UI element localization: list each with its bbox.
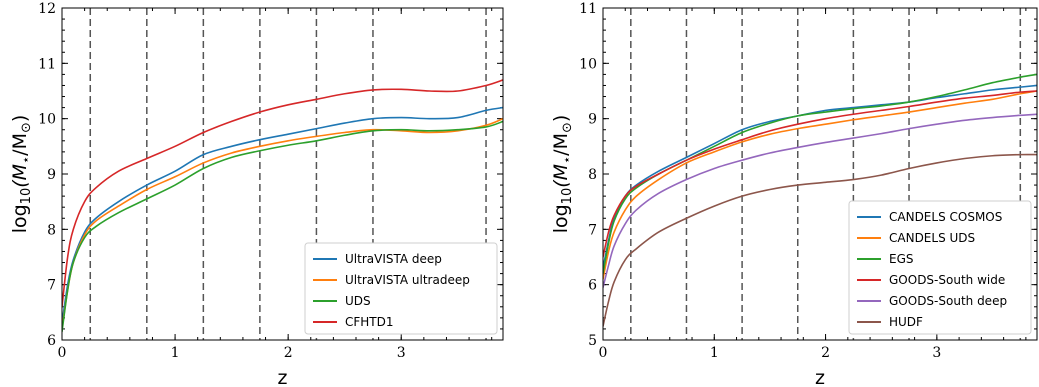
y-axis-label-part: ⋆: [560, 156, 575, 164]
y-tick-label: 7: [588, 222, 597, 238]
legend-label: GOODS-South deep: [889, 294, 1007, 308]
plot-frame: [602, 7, 1038, 341]
y-axis-label-part: ⊙: [19, 122, 34, 133]
x-tick-label: 3: [397, 345, 406, 361]
y-axis-label-part: 10: [19, 188, 34, 205]
y-tick-label: 10: [38, 112, 56, 128]
y-axis-label-part: 10: [560, 188, 575, 205]
y-tick-label: 11: [579, 1, 597, 17]
y-tick-label: 9: [588, 112, 597, 128]
legend-label: CANDELS UDS: [889, 231, 975, 245]
y-tick-label: 7: [47, 278, 56, 294]
x-tick-label: 2: [821, 345, 830, 361]
x-tick-label: 2: [284, 345, 293, 361]
series-line-goods-south-wide: [603, 90, 1037, 258]
y-axis-label-part: ): [550, 115, 572, 122]
x-tick-label: 3: [932, 345, 941, 361]
y-axis-label-part: ): [9, 115, 31, 122]
legend-label: CANDELS COSMOS: [889, 210, 1002, 224]
legend-label: HUDF: [889, 315, 923, 329]
y-axis-label-part: (M: [9, 164, 31, 188]
y-axis-label-part: ⊙: [560, 122, 575, 133]
y-axis-label: log10(M⋆/M⊙): [550, 115, 575, 234]
y-tick-label: 6: [47, 333, 56, 349]
y-tick-label: 8: [47, 222, 56, 238]
y-axis-label-part: log: [9, 204, 31, 233]
y-axis-label-part: (M: [550, 164, 572, 188]
x-axis-label: z: [815, 367, 825, 387]
y-tick-label: 12: [38, 1, 56, 17]
x-tick-label: 0: [58, 345, 67, 361]
y-axis-label-part: log: [550, 204, 572, 233]
x-tick-label: 1: [710, 345, 719, 361]
series-line-goods-south-deep: [603, 113, 1037, 289]
legend-label: UltraVISTA ultradeep: [345, 273, 470, 287]
x-axis-label: z: [278, 367, 288, 387]
x-tick-label: 1: [171, 345, 180, 361]
legend-label: UltraVISTA deep: [345, 252, 442, 266]
y-axis-label-part: ⋆: [19, 156, 34, 164]
legend: [304, 242, 498, 335]
y-tick-label: 5: [588, 333, 597, 349]
series-line-candels-uds: [603, 90, 1037, 280]
legend: [848, 200, 1032, 335]
series-line-ultravista-ultradeep: [62, 117, 503, 330]
y-tick-label: 11: [38, 56, 56, 72]
legend-label: CFHTD1: [345, 315, 394, 329]
series-line-egs: [603, 73, 1037, 275]
series-line-uds: [62, 120, 503, 333]
series-line-cfhtd1: [62, 79, 503, 308]
y-tick-label: 9: [47, 167, 56, 183]
legend-label: EGS: [889, 252, 914, 266]
series-line-hudf: [603, 153, 1037, 327]
y-tick-label: 6: [588, 278, 597, 294]
legend-label: GOODS-South wide: [889, 273, 1005, 287]
y-axis-label-part: /M: [9, 133, 31, 156]
series-line-ultravista-deep: [62, 106, 503, 325]
y-tick-label: 8: [588, 167, 597, 183]
y-axis-label: log10(M⋆/M⊙): [9, 115, 34, 234]
y-tick-label: 10: [579, 56, 597, 72]
y-axis-label-part: /M: [550, 133, 572, 156]
x-tick-label: 0: [599, 345, 608, 361]
legend-label: UDS: [345, 294, 371, 308]
plot-frame: [61, 7, 504, 341]
